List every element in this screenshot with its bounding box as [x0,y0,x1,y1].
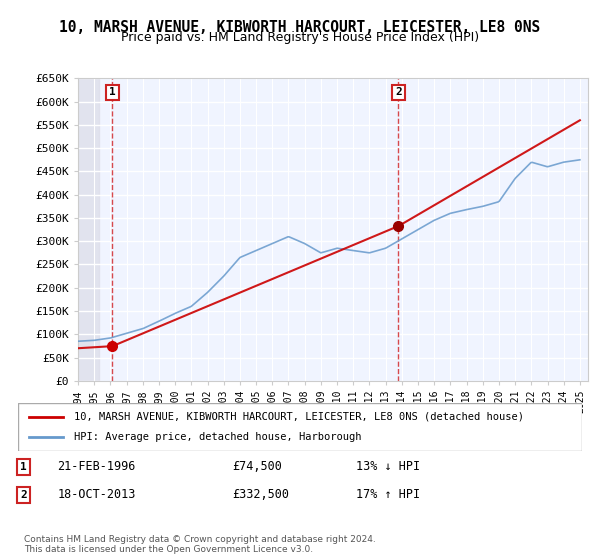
Text: 1: 1 [20,462,27,472]
Text: 2: 2 [20,490,27,500]
Text: Contains HM Land Registry data © Crown copyright and database right 2024.
This d: Contains HM Land Registry data © Crown c… [24,535,376,554]
Text: 1: 1 [109,87,116,97]
Text: 17% ↑ HPI: 17% ↑ HPI [356,488,421,501]
Text: 10, MARSH AVENUE, KIBWORTH HARCOURT, LEICESTER, LE8 0NS (detached house): 10, MARSH AVENUE, KIBWORTH HARCOURT, LEI… [74,412,524,422]
Text: 10, MARSH AVENUE, KIBWORTH HARCOURT, LEICESTER, LE8 0NS: 10, MARSH AVENUE, KIBWORTH HARCOURT, LEI… [59,20,541,35]
Text: 21-FEB-1996: 21-FEB-1996 [58,460,136,473]
Text: £332,500: £332,500 [232,488,289,501]
Text: HPI: Average price, detached house, Harborough: HPI: Average price, detached house, Harb… [74,432,362,442]
Text: 2: 2 [395,87,402,97]
FancyBboxPatch shape [18,403,582,451]
Text: 18-OCT-2013: 18-OCT-2013 [58,488,136,501]
Text: 13% ↓ HPI: 13% ↓ HPI [356,460,421,473]
Text: £74,500: £74,500 [232,460,282,473]
Text: Price paid vs. HM Land Registry's House Price Index (HPI): Price paid vs. HM Land Registry's House … [121,31,479,44]
Bar [78,78,99,381]
